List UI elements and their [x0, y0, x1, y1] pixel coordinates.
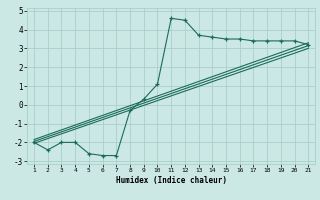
- X-axis label: Humidex (Indice chaleur): Humidex (Indice chaleur): [116, 176, 227, 185]
